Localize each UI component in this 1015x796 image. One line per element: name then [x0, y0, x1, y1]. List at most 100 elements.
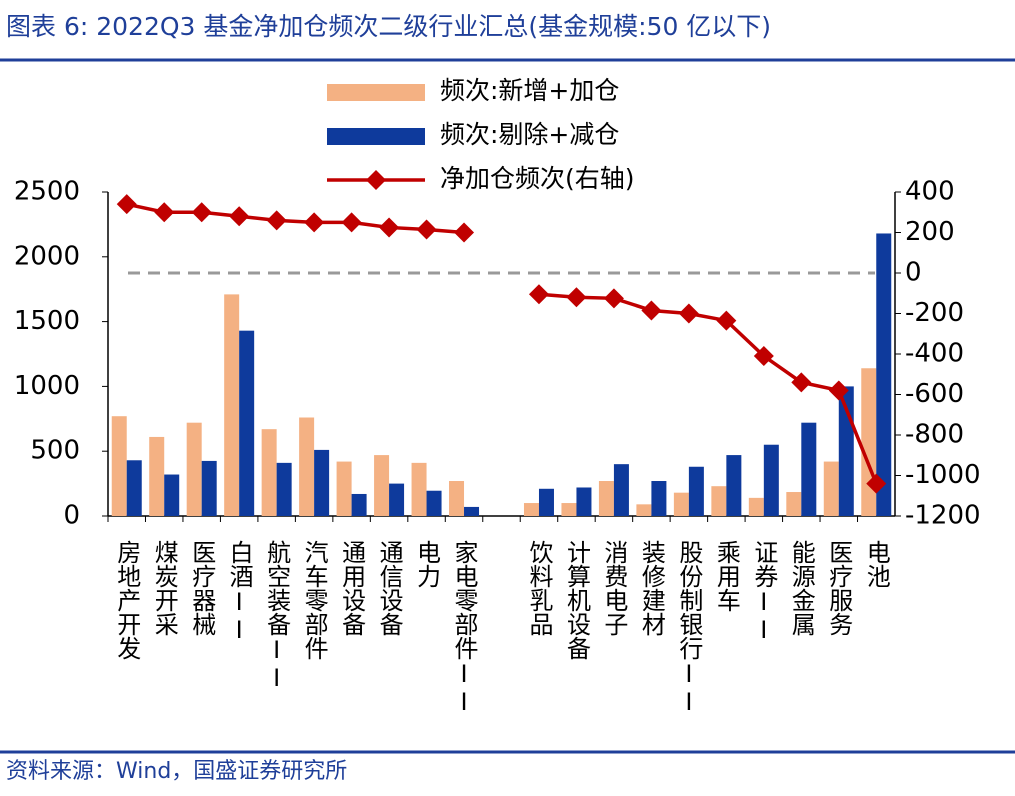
legend-label: 频次:剔除+减仓: [440, 120, 619, 149]
marker: [603, 288, 624, 309]
x-tick-label: 房地产开发: [113, 540, 141, 660]
y-tick-label: 1000: [14, 371, 80, 401]
x-tick-label: 乘用车: [712, 540, 740, 612]
marker: [341, 212, 362, 233]
legend-label: 净加仓频次(右轴): [440, 164, 635, 193]
y-tick-label: 2000: [14, 241, 80, 271]
x-tick-label: 电力: [413, 540, 441, 588]
bar: [823, 461, 839, 516]
x-tick-label: 证券II: [750, 540, 778, 644]
bar: [538, 488, 554, 516]
legend-label: 频次:新增+加仓: [440, 76, 619, 105]
y2-tick-label: -1000: [905, 460, 981, 490]
bar: [186, 422, 202, 516]
bar: [389, 483, 405, 516]
y2-tick-label: -600: [905, 379, 964, 409]
bar: [598, 481, 614, 516]
bar: [876, 233, 892, 517]
bar: [224, 294, 240, 516]
marker: [828, 380, 849, 401]
bar: [636, 504, 652, 516]
y2-tick-label: -800: [905, 420, 964, 450]
bar: [426, 490, 442, 516]
marker: [566, 287, 587, 308]
bar: [801, 422, 817, 516]
x-tick-label: 航空装备II: [263, 540, 291, 692]
legend-swatch: [327, 84, 425, 101]
y2-tick-label: 0: [905, 258, 922, 288]
legend-swatch: [327, 128, 425, 145]
marker: [154, 202, 175, 223]
bar: [576, 487, 592, 516]
line: [126, 202, 878, 485]
x-tick-label: 计算机设备: [562, 540, 590, 660]
y-tick-label: 500: [30, 436, 80, 466]
x-tick-label: 汽车零部件: [300, 540, 328, 660]
x-tick-label: 饮料乳品: [525, 540, 553, 636]
bar: [673, 492, 689, 516]
x-tick-label: 通信设备: [375, 540, 403, 636]
bar: [351, 493, 367, 516]
y2-tick-label: 200: [905, 217, 955, 247]
source: 资料来源：Wind，国盛证券研究所: [6, 759, 347, 784]
bar: [786, 492, 802, 516]
bar: [449, 481, 465, 516]
y-tick-label: 1500: [14, 306, 80, 336]
bar: [711, 486, 727, 516]
bar: [651, 481, 667, 516]
bar: [201, 460, 217, 516]
x-tick-label: 家电零部件II: [450, 540, 478, 716]
bar: [374, 455, 390, 516]
x-tick-label: 电池: [862, 540, 890, 588]
x-tick-label: 股份制银行II: [675, 540, 703, 716]
x-tick-label: 白酒II: [225, 540, 253, 644]
bar: [523, 503, 539, 516]
marker: [866, 473, 887, 494]
marker: [379, 217, 400, 238]
marker: [791, 372, 812, 393]
bar: [126, 460, 142, 516]
bar: [411, 462, 427, 516]
y2-tick-label: 400: [905, 177, 955, 207]
y2-tick-label: -1200: [905, 501, 981, 531]
bar: [688, 466, 704, 516]
bar: [726, 455, 742, 516]
marker: [641, 300, 662, 321]
marker: [191, 202, 212, 223]
bar: [763, 444, 779, 516]
bar: [261, 429, 277, 516]
bar: [299, 417, 315, 516]
bar: [464, 506, 480, 516]
chart-title: 图表 6: 2022Q3 基金净加仓频次二级行业汇总(基金规模:50 亿以下): [6, 12, 771, 41]
bar: [336, 461, 352, 516]
x-tick-label: 消费电子: [600, 540, 628, 636]
x-tick-label: 医疗器械: [188, 540, 216, 636]
legend-marker: [366, 170, 386, 190]
x-tick-label: 装修建材: [637, 540, 665, 636]
y-tick-label: 0: [63, 501, 80, 531]
marker: [753, 346, 774, 367]
y2-tick-label: -200: [905, 298, 964, 328]
y2-tick-label: -400: [905, 339, 964, 369]
marker: [304, 212, 325, 233]
bar: [748, 497, 764, 516]
marker: [266, 210, 287, 231]
marker: [416, 219, 437, 240]
y-tick-label: 2500: [14, 177, 80, 207]
x-tick-label: 煤炭开采: [150, 540, 178, 636]
bar: [111, 416, 127, 516]
x-tick-label: 通用设备: [338, 540, 366, 636]
bar: [314, 449, 330, 516]
bar: [164, 474, 180, 516]
bar: [239, 330, 255, 516]
x-tick-label: 医疗服务: [825, 540, 853, 636]
marker: [116, 194, 137, 215]
marker: [454, 222, 475, 243]
marker: [229, 206, 250, 227]
marker: [528, 284, 549, 305]
bar: [613, 464, 629, 516]
marker: [678, 303, 699, 324]
bar: [276, 462, 292, 516]
x-tick-label: 能源金属: [787, 540, 815, 636]
